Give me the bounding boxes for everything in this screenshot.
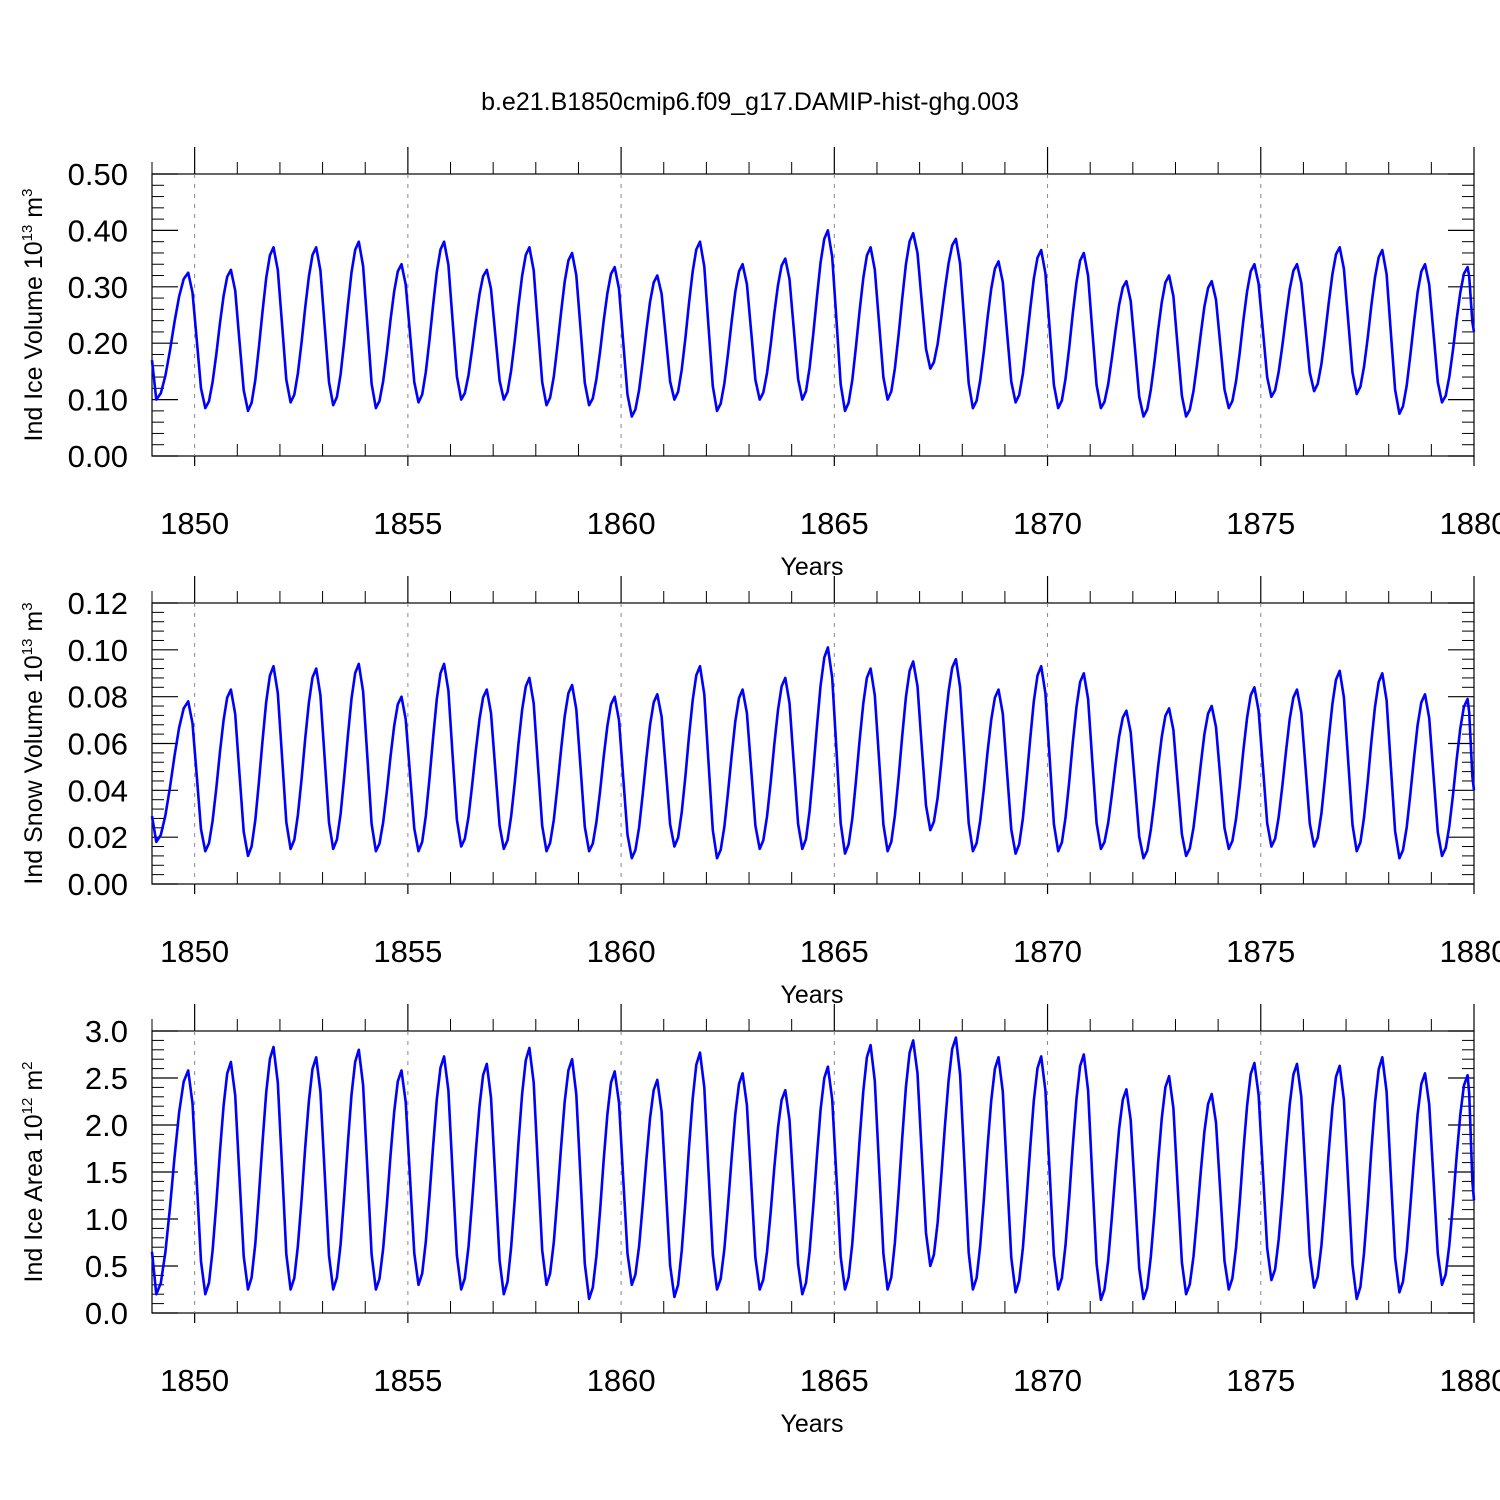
x-tick-label: 1875 [1226, 1363, 1295, 1398]
y-tick-label: 0.50 [68, 157, 128, 192]
panel-3: 1850 1855 1860 1865 1870 1875 1880 Years 0.0 0.5 1… [19, 1004, 1500, 1438]
x-tick-label: 1880 [1440, 1363, 1500, 1398]
y-axis-title: Ind Snow Volume 1013 m3 [19, 602, 48, 884]
x-tick-label: 1865 [800, 506, 869, 541]
x-tick-label: 1860 [587, 506, 656, 541]
y-axis-title-unit-exp: 2 [19, 1062, 36, 1070]
series-line [150, 646, 1476, 860]
y-axis-title-unit-exp: 3 [19, 602, 36, 610]
y-tick-label: 0.40 [68, 213, 128, 248]
y-tick-label: 2.0 [85, 1108, 128, 1143]
x-tick-label: 1870 [1013, 934, 1082, 969]
y-tick-label: 0.00 [68, 439, 128, 474]
y-axis-title: Ind Ice Area 1012 m2 [19, 1062, 48, 1283]
series-line [150, 1036, 1476, 1302]
y-axis-title-exp: 12 [19, 1098, 36, 1115]
series-line [150, 229, 1476, 418]
y-tick-label: 0.06 [68, 727, 128, 762]
x-tick-label: 1855 [373, 506, 442, 541]
x-tick-label: 1855 [373, 1363, 442, 1398]
x-tick-label: 1860 [587, 1363, 656, 1398]
x-tick-label: 1850 [160, 934, 229, 969]
x-tick-label: 1880 [1440, 934, 1500, 969]
x-tick-label: 1865 [800, 1363, 869, 1398]
y-tick-label: 0.0 [85, 1296, 128, 1331]
panel-2: 1850 1855 1860 1865 1870 1875 1880 Years 0.00 0.0… [19, 576, 1500, 1009]
y-axis-title-unit-exp: 3 [19, 189, 36, 197]
y-axis-title-text: Ind Ice Volume 10 [20, 241, 48, 441]
x-tick-label: 1850 [160, 1363, 229, 1398]
y-tick-label: 0.10 [68, 383, 128, 418]
y-tick-label: 0.10 [68, 633, 128, 668]
x-tick-label: 1880 [1440, 506, 1500, 541]
plot-frame [151, 173, 1475, 457]
y-tick-label: 0.30 [68, 270, 128, 305]
x-tick-label: 1875 [1226, 506, 1295, 541]
y-axis-title-text: Ind Snow Volume 10 [20, 655, 48, 884]
y-tick-label: 0.12 [68, 586, 128, 621]
x-tick-label: 1875 [1226, 934, 1295, 969]
y-tick-label: 0.5 [85, 1249, 128, 1284]
plot-frame [151, 602, 1475, 885]
y-tick-label: 1.5 [85, 1155, 128, 1190]
y-axis-title-unit: m [20, 197, 48, 225]
y-tick-label: 0.02 [68, 820, 128, 855]
x-tick-label: 1870 [1013, 1363, 1082, 1398]
y-tick-label: 0.20 [68, 326, 128, 361]
panel-1: 1850 1855 1860 1865 1870 1875 1880 Years 0.00 0.1… [19, 147, 1500, 581]
y-axis-title-unit: m [20, 1070, 48, 1098]
y-axis-title-unit: m [20, 611, 48, 639]
x-tick-label: 1870 [1013, 506, 1082, 541]
y-axis-title-exp: 13 [19, 639, 36, 656]
x-axis-title: Years [780, 981, 843, 1009]
x-axis-title: Years [780, 1410, 843, 1438]
figure-title: b.e21.B1850cmip6.f09_g17.DAMIP-hist-ghg.… [481, 88, 1019, 116]
y-axis-title-text: Ind Ice Area 10 [20, 1114, 48, 1282]
y-tick-label: 0.00 [68, 867, 128, 902]
x-axis-title: Years [780, 553, 843, 581]
y-tick-label: 1.0 [85, 1202, 128, 1237]
x-tick-label: 1865 [800, 934, 869, 969]
y-tick-label: 0.08 [68, 680, 128, 715]
y-tick-label: 0.04 [68, 773, 128, 808]
y-tick-label: 2.5 [85, 1061, 128, 1096]
x-tick-label: 1860 [587, 934, 656, 969]
y-tick-label: 3.0 [85, 1014, 128, 1049]
y-axis-title: Ind Ice Volume 1013 m3 [19, 189, 48, 442]
x-tick-label: 1855 [373, 934, 442, 969]
y-axis-title-exp: 13 [19, 225, 36, 242]
x-tick-label: 1850 [160, 506, 229, 541]
